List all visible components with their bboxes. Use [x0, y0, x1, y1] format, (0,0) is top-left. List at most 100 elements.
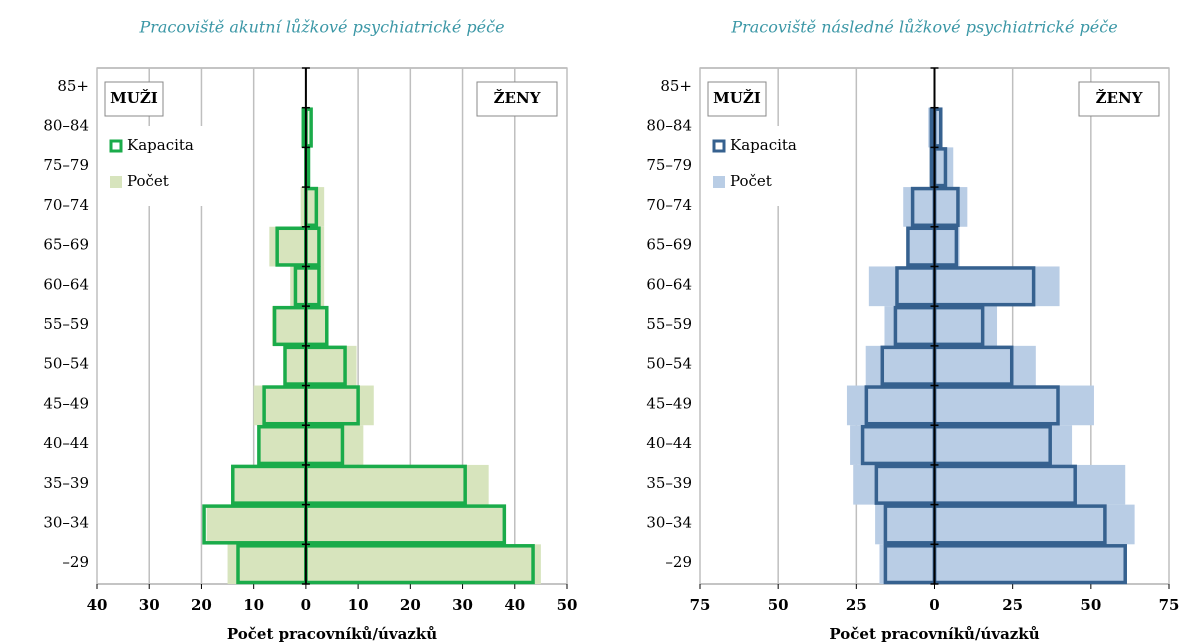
y-tick-label: 45–49 — [646, 394, 692, 412]
bar — [868, 266, 935, 307]
legend-box — [708, 126, 814, 206]
y-tick-label: 85+ — [660, 77, 692, 95]
bar — [934, 306, 998, 346]
bar — [285, 345, 306, 386]
side-label: ŽENY — [494, 89, 541, 107]
bar — [903, 187, 935, 227]
legend-swatch — [713, 176, 725, 188]
bar — [258, 425, 306, 465]
y-tick-label: 85+ — [57, 77, 89, 95]
y-tick-label: 65–69 — [646, 236, 692, 254]
bar — [934, 385, 1094, 426]
bar — [232, 464, 306, 505]
bar — [253, 385, 306, 426]
x-tick-label: 25 — [846, 596, 867, 614]
bar — [305, 504, 505, 545]
y-tick-label: –29 — [62, 553, 89, 571]
x-axis-label: Počet pracovníků/úvazků — [227, 625, 437, 643]
bar — [934, 266, 1060, 307]
legend-swatch — [712, 139, 726, 153]
x-tick-label: 20 — [400, 596, 421, 614]
bar — [934, 464, 1126, 505]
bar — [879, 544, 935, 584]
bar — [305, 464, 489, 505]
chart-title: Pracoviště následné lůžkové psychiatrick… — [730, 18, 1117, 37]
y-tick-label: 80–84 — [646, 117, 692, 135]
y-tick-label: 35–39 — [646, 474, 692, 492]
bar — [271, 306, 306, 346]
x-tick-label: 30 — [452, 596, 473, 614]
x-tick-label: 30 — [139, 596, 160, 614]
x-tick-label: 25 — [1002, 596, 1023, 614]
y-tick-label: 35–39 — [43, 474, 89, 492]
bar — [846, 385, 935, 426]
legend-box — [105, 126, 211, 206]
x-tick-label: 0 — [301, 596, 311, 614]
legend-swatch — [110, 176, 122, 188]
x-tick-label: 75 — [690, 596, 711, 614]
y-tick-label: 80–84 — [43, 117, 89, 135]
bar — [290, 266, 306, 307]
x-tick-label: 20 — [191, 596, 212, 614]
bar — [934, 544, 1126, 584]
legend-label: Počet — [127, 172, 169, 190]
bar — [305, 425, 364, 465]
bar — [934, 504, 1135, 545]
y-tick-label: 30–34 — [43, 513, 89, 531]
y-tick-label: 55–59 — [43, 315, 89, 333]
side-box — [476, 81, 558, 117]
y-tick-label: 30–34 — [646, 513, 692, 531]
chart-title: Pracoviště akutní lůžkové psychiatrické … — [138, 18, 504, 37]
side-label: MUŽI — [713, 89, 761, 107]
x-tick-label: 0 — [929, 596, 939, 614]
x-tick-label: 50 — [557, 596, 578, 614]
bar — [305, 266, 325, 307]
side-label: MUŽI — [110, 89, 158, 107]
bar — [884, 306, 935, 346]
bar — [206, 504, 306, 545]
x-tick-label: 75 — [1159, 596, 1180, 614]
y-tick-label: 55–59 — [646, 315, 692, 333]
y-tick-label: 60–64 — [646, 275, 692, 293]
bar — [305, 306, 327, 346]
y-tick-label: 60–64 — [43, 275, 89, 293]
legend-label: Kapacita — [730, 136, 797, 154]
x-tick-label: 10 — [243, 596, 264, 614]
legend-label: Počet — [730, 172, 772, 190]
bar — [934, 187, 968, 227]
side-box — [1078, 81, 1160, 117]
legend-label: Kapacita — [127, 136, 194, 154]
bar — [909, 226, 935, 267]
x-tick-label: 50 — [1080, 596, 1101, 614]
bar — [853, 464, 935, 505]
y-tick-label: –29 — [665, 553, 692, 571]
side-box — [707, 81, 767, 117]
y-tick-label: 45–49 — [43, 394, 89, 412]
bar — [934, 107, 940, 148]
bar — [865, 345, 935, 386]
bar — [305, 544, 541, 584]
x-tick-label: 50 — [768, 596, 789, 614]
bar — [305, 385, 374, 426]
y-tick-label: 40–44 — [43, 434, 89, 452]
side-box — [104, 81, 164, 117]
y-tick-label: 70–74 — [43, 196, 89, 214]
y-tick-label: 65–69 — [43, 236, 89, 254]
bar — [305, 226, 325, 267]
x-tick-label: 10 — [348, 596, 369, 614]
x-tick-label: 40 — [504, 596, 525, 614]
side-label: ŽENY — [1096, 89, 1143, 107]
y-tick-label: 50–54 — [43, 355, 89, 373]
x-tick-label: 40 — [87, 596, 108, 614]
y-tick-label: 75–79 — [646, 156, 692, 174]
y-tick-label: 50–54 — [646, 355, 692, 373]
y-tick-label: 70–74 — [646, 196, 692, 214]
legend-swatch — [109, 139, 123, 153]
x-axis-label: Počet pracovníků/úvazků — [829, 625, 1039, 643]
bar — [300, 187, 306, 227]
bar — [305, 345, 357, 386]
y-tick-label: 75–79 — [43, 156, 89, 174]
bar — [934, 345, 1036, 386]
bar — [269, 226, 306, 267]
